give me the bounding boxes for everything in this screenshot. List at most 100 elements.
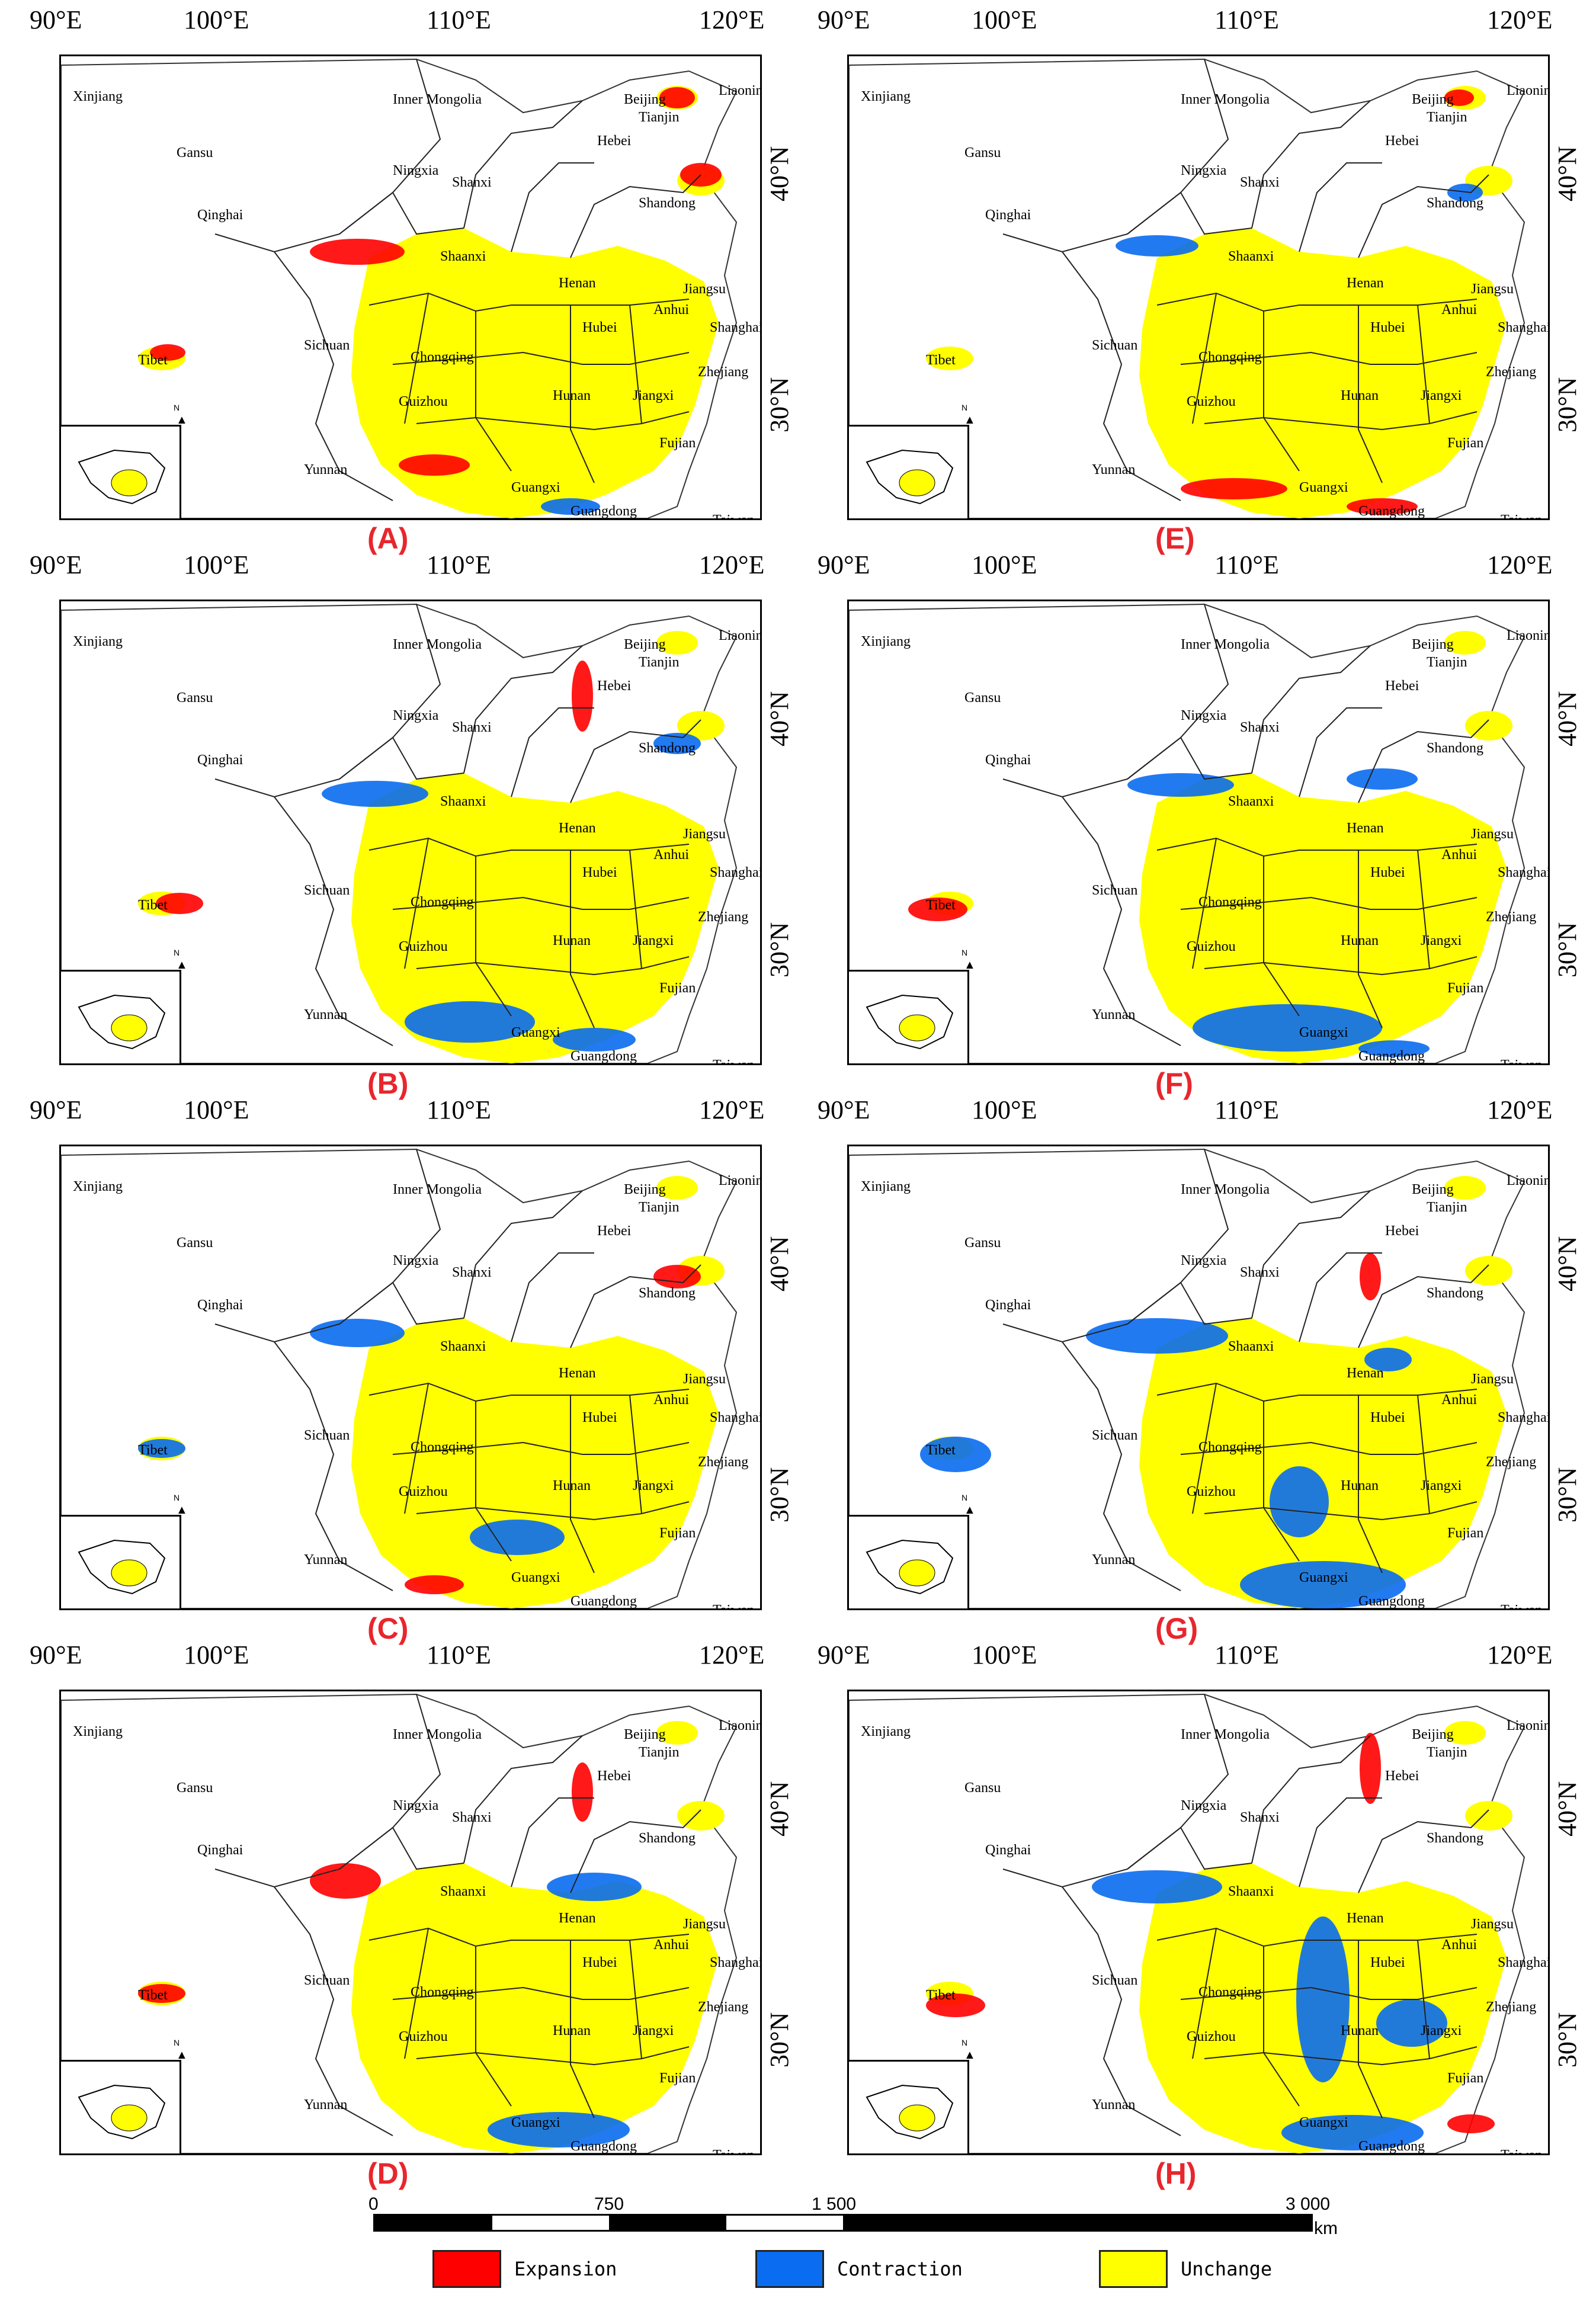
province-label: Shanxi	[452, 1265, 492, 1280]
province-label: Guangdong	[571, 1594, 637, 1609]
unchange-patch	[926, 347, 973, 370]
contraction-patch	[488, 2112, 630, 2148]
province-label: Qinghai	[197, 752, 243, 768]
province-label: Zhejiang	[698, 1454, 749, 1470]
north-arrow-icon: N	[962, 403, 968, 412]
province-label: Fujian	[1447, 1525, 1484, 1541]
map-frame: Xinjiang Inner Mongolia Liaoning Beijing Tia…	[847, 1690, 1550, 2155]
province-label: Henan	[1347, 275, 1384, 291]
province-label: Shaanxi	[440, 1884, 486, 1899]
contraction-patch	[310, 1319, 405, 1347]
province-border	[570, 850, 595, 1028]
province-border	[1358, 850, 1383, 1028]
province-label: Chongqing	[411, 1440, 474, 1455]
province-label: Jiangxi	[1421, 933, 1462, 948]
province-border	[274, 796, 393, 1046]
contraction-patch	[1376, 1999, 1447, 2047]
expansion-patch	[310, 239, 405, 265]
expansion-patch	[1360, 1253, 1381, 1300]
province-border	[1263, 1946, 1300, 2107]
unchange-patch	[1376, 1902, 1412, 1919]
map-frame: Xinjiang Inner Mongolia Liaoning Beijing Tia…	[847, 1145, 1550, 1610]
province-border	[1127, 736, 1252, 780]
north-arrow-glyph-icon: ▲	[964, 414, 976, 427]
province-label: Taiwan	[713, 1057, 755, 1065]
province-border	[1062, 1886, 1181, 2136]
province-border	[1263, 856, 1300, 1017]
province-label: Liaoning	[1507, 1173, 1548, 1188]
province-label: Qinghai	[985, 207, 1031, 223]
north-arrow-glyph-icon: ▲	[176, 959, 188, 972]
province-label: Fujian	[659, 435, 696, 451]
province-border	[1251, 1190, 1371, 1319]
province-label: Tianjin	[639, 1745, 680, 1760]
unchange-patch	[1376, 267, 1412, 284]
province-border	[511, 162, 594, 252]
contraction-patch	[1447, 184, 1483, 201]
map-canvas	[849, 603, 1526, 1063]
province-border	[339, 1826, 464, 1870]
province-border	[629, 850, 642, 969]
province-label: Shandong	[639, 1831, 696, 1846]
legend-expansion: Expansion	[432, 2248, 617, 2290]
province-border	[570, 1940, 595, 2118]
province-label: Beijing	[1412, 1727, 1454, 1742]
province-border	[1358, 1264, 1489, 1348]
province-label: Jiangsu	[683, 1371, 726, 1387]
legend-swatch-contraction	[755, 2250, 824, 2288]
province-label: Beijing	[1412, 637, 1454, 652]
province-label: Taiwan	[713, 1602, 755, 1610]
contraction-patch	[1240, 1561, 1406, 1608]
province-label: Liaoning	[1507, 628, 1548, 643]
province-border	[475, 1946, 512, 2107]
x-tick-label: 90°E	[30, 1095, 82, 1124]
expansion-patch	[399, 454, 470, 476]
province-label: Shanghai	[1498, 320, 1550, 335]
province-label: Inner Mongolia	[393, 1727, 482, 1742]
province-label: Ningxia	[393, 708, 439, 723]
province-label: Jiangxi	[633, 933, 674, 948]
x-tick-label: 110°E	[427, 550, 491, 579]
province-label: Anhui	[653, 1392, 689, 1408]
north-arrow-icon: N	[962, 2038, 968, 2047]
province-border	[1180, 896, 1478, 910]
x-tick-label: 120°E	[1487, 550, 1553, 579]
province-label: Tianjin	[1427, 655, 1467, 670]
province-border	[1192, 293, 1217, 424]
unchange-area	[1139, 228, 1507, 518]
contraction-patch	[1281, 2115, 1424, 2150]
province-border	[1180, 1441, 1478, 1455]
legend-label-expansion: Expansion	[514, 2258, 617, 2280]
province-label: Fujian	[659, 1525, 696, 1541]
expansion-patch	[908, 898, 967, 921]
unchange-patch	[1465, 1256, 1512, 1286]
province-label: Guangdong	[1358, 2139, 1425, 2154]
province-label: Beijing	[1412, 1182, 1454, 1197]
province-label: Zhejiang	[1486, 909, 1537, 925]
unchange-area	[351, 773, 719, 1063]
province-label: Yunnan	[304, 1007, 348, 1023]
unchange-patch	[656, 1721, 698, 1745]
panel-label: (B)	[367, 1067, 409, 1100]
province-label: Shandong	[639, 195, 696, 211]
province-label: Guangdong	[571, 504, 637, 519]
province-label: Yunnan	[304, 2097, 348, 2113]
province-border	[404, 1383, 429, 1514]
contraction-patch	[1193, 1004, 1382, 1052]
province-label: Gansu	[177, 145, 213, 161]
scale-label-0: 0	[368, 2194, 379, 2214]
province-label: Guangxi	[1299, 1570, 1348, 1585]
province-border	[1299, 1797, 1382, 1887]
province-border	[629, 1940, 642, 2059]
province-label: Gansu	[177, 1235, 213, 1251]
x-tick-label: 100°E	[972, 1640, 1037, 1669]
province-label: Qinghai	[197, 207, 243, 223]
province-label: Anhui	[1441, 1937, 1477, 1953]
province-label: Hunan	[1341, 2023, 1379, 2039]
expansion-patch	[405, 1575, 464, 1594]
x-tick-label: 90°E	[30, 1640, 82, 1669]
y-tick-label: 30°N	[1553, 2012, 1582, 2068]
x-tick-label: 100°E	[184, 550, 249, 579]
contraction-patch	[920, 1437, 991, 1472]
contraction-patch	[653, 733, 701, 754]
